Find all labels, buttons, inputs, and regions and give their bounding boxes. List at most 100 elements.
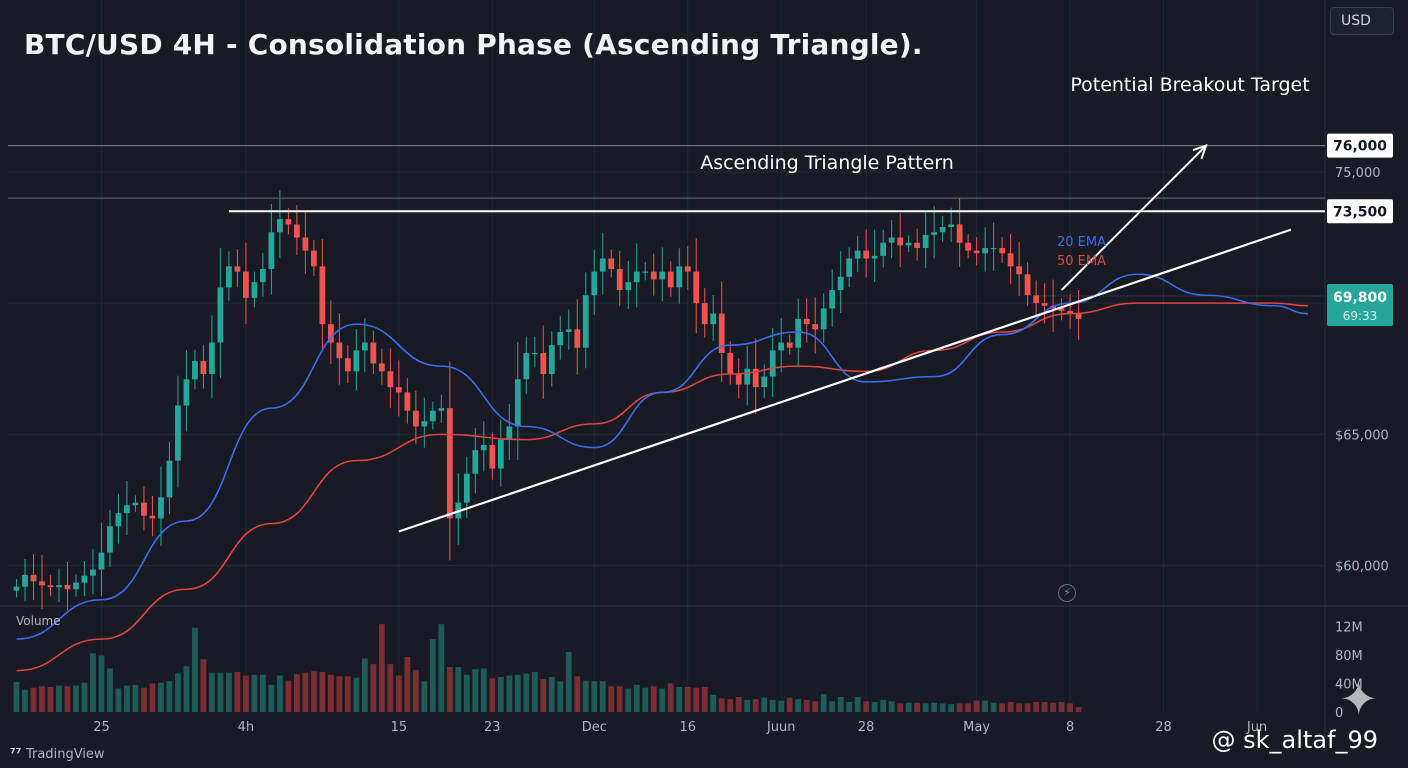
volume-bar <box>429 639 436 712</box>
breakout-arrow <box>1060 144 1207 291</box>
candle-body <box>294 224 300 238</box>
candle-body <box>786 342 793 348</box>
candle-body <box>531 353 538 355</box>
volume-bar <box>344 676 351 712</box>
volume-bar <box>956 703 963 712</box>
candle-body <box>310 250 317 267</box>
time-tick-label: 15 <box>391 720 408 735</box>
volume-bar <box>39 686 45 712</box>
candle-body <box>1024 274 1031 296</box>
volume-bar <box>294 674 300 712</box>
candle-body <box>591 271 598 296</box>
candle-body <box>523 353 530 380</box>
brand-name: TradingView <box>26 747 105 762</box>
volume-bar <box>234 672 241 712</box>
candle-body <box>540 353 547 374</box>
volume-bar <box>514 674 521 712</box>
lightning-icon[interactable]: ⚡ <box>1058 584 1076 602</box>
volume-bar <box>480 668 487 712</box>
volume-bar <box>361 658 368 712</box>
candle-body <box>192 360 198 380</box>
candle-body <box>1067 311 1073 314</box>
price-tick-label: $60,000 <box>1335 560 1389 575</box>
volume-bar <box>778 700 785 712</box>
volume-bar <box>1050 702 1056 712</box>
time-tick-label: 4h <box>238 720 255 735</box>
volume-bar <box>1007 702 1014 712</box>
volume-bar <box>897 703 904 712</box>
volume-bar <box>192 627 198 712</box>
volume-bar <box>1033 702 1039 712</box>
volume-bar <box>158 682 164 712</box>
volume-bar <box>608 686 615 712</box>
volume-bar <box>684 687 691 712</box>
candle-body <box>115 513 122 527</box>
candle-body <box>327 324 334 343</box>
candle-body <box>812 324 819 330</box>
target-price-badge: 76,000 <box>1333 139 1387 155</box>
volume-bar <box>412 669 419 712</box>
candle-body <box>1058 308 1065 311</box>
volume-bar <box>98 655 105 712</box>
candle-body <box>803 318 810 325</box>
candle-body <box>701 303 708 325</box>
currency-button[interactable]: USD <box>1330 7 1394 35</box>
volume-bar <box>73 685 79 712</box>
volume-tick-label: 80M <box>1335 649 1363 664</box>
candle-body <box>778 342 785 351</box>
candle-body <box>846 258 853 277</box>
candle-body <box>965 242 972 251</box>
volume-bar <box>489 678 496 712</box>
candle-body <box>659 271 666 280</box>
volume-bar <box>404 657 411 712</box>
candle-body <box>939 227 946 233</box>
candles <box>13 190 1082 611</box>
watermark-text: @ sk_altaf_99 <box>1211 726 1378 754</box>
time-tick-label: 16 <box>679 720 696 735</box>
volume-bar <box>973 700 980 712</box>
volume-bar <box>888 701 895 712</box>
volume-bar <box>175 673 181 712</box>
candle-body <box>412 410 419 427</box>
candle-body <box>47 585 54 588</box>
candle-body <box>990 248 997 250</box>
volume-bar <box>370 664 377 712</box>
volume-bar <box>744 699 751 712</box>
candle-body <box>200 360 207 374</box>
volume-tick-label: 12M <box>1335 620 1363 635</box>
candle-body <box>769 350 776 377</box>
volume-bar <box>1024 703 1031 712</box>
candle-body <box>90 569 96 576</box>
volume-bar <box>676 687 683 712</box>
chart-labels: Ascending Triangle Pattern Potential Brea… <box>700 74 1309 269</box>
volume-bar <box>421 681 428 712</box>
candle-body <box>616 269 623 290</box>
candle-body <box>1033 295 1039 304</box>
tradingview-logo[interactable]: ⁷⁷ TradingView <box>10 747 105 762</box>
candle-body <box>1075 313 1082 319</box>
candle-body <box>183 379 190 406</box>
candle-body <box>302 237 309 251</box>
volume-bar <box>846 702 853 712</box>
volume-bar <box>90 653 96 712</box>
volume-bar <box>251 674 258 712</box>
candle-body <box>871 255 878 259</box>
candle-body <box>829 290 836 309</box>
volume-bar <box>387 664 394 712</box>
candle-body <box>625 282 632 290</box>
volume-bar <box>633 684 640 712</box>
candle-body <box>1041 303 1048 306</box>
volume-bar <box>115 688 122 712</box>
candle-body <box>599 258 606 272</box>
candle-body <box>761 376 768 388</box>
volume-bar <box>353 677 360 712</box>
candle-body <box>633 271 640 283</box>
volume-tick-label: 40M <box>1335 677 1363 692</box>
time-tick-label: 28 <box>858 720 875 735</box>
volume-bar <box>939 703 946 712</box>
volume-bar <box>472 669 479 712</box>
volume-bar <box>854 697 861 712</box>
volume-bar <box>378 624 385 712</box>
time-tick-label: Juun <box>766 720 796 735</box>
